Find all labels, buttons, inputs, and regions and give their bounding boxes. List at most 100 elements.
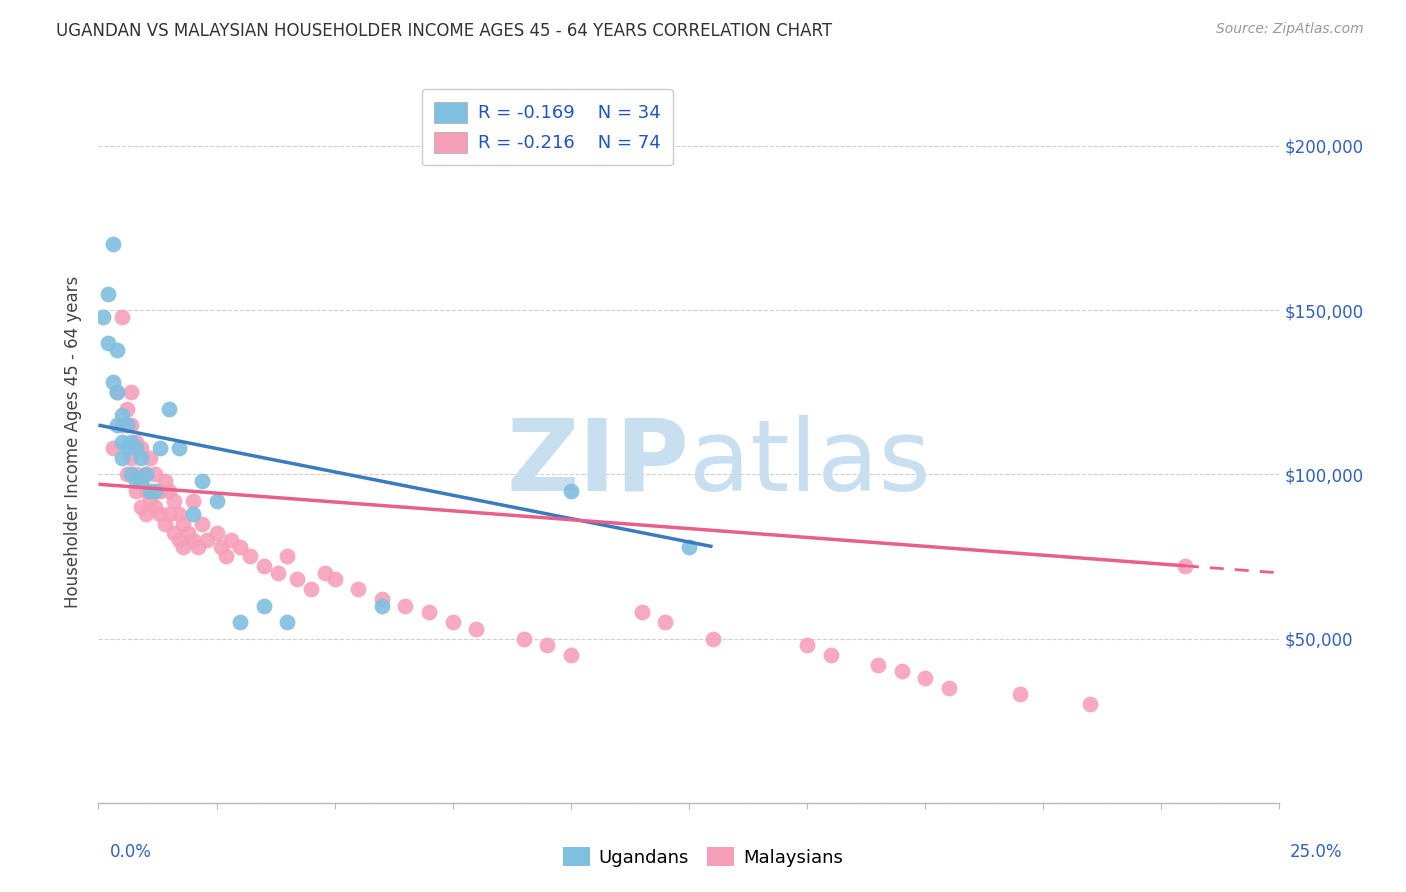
Point — [115, 401, 138, 416]
Point — [97, 336, 120, 351]
Point — [149, 483, 172, 498]
Point — [153, 474, 176, 488]
Point — [139, 493, 162, 508]
Point — [678, 540, 700, 554]
Y-axis label: Householder Income Ages 45 - 64 years: Householder Income Ages 45 - 64 years — [65, 276, 83, 607]
Point — [129, 450, 152, 465]
Point — [172, 516, 194, 531]
Point — [115, 467, 138, 482]
Point — [135, 467, 157, 482]
Point — [177, 526, 200, 541]
Point — [1080, 698, 1102, 712]
Point — [129, 500, 152, 515]
Point — [181, 507, 204, 521]
Point — [135, 483, 157, 498]
Point — [105, 385, 128, 400]
Point — [560, 648, 582, 662]
Point — [866, 657, 889, 672]
Point — [143, 500, 166, 515]
Point — [111, 434, 134, 449]
Point — [149, 441, 172, 455]
Point — [229, 540, 252, 554]
Point — [314, 566, 336, 580]
Point — [371, 592, 394, 607]
Point — [702, 632, 724, 646]
Point — [121, 467, 143, 482]
Point — [121, 450, 143, 465]
Point — [157, 507, 180, 521]
Text: atlas: atlas — [689, 415, 931, 512]
Point — [111, 418, 134, 433]
Point — [111, 450, 134, 465]
Point — [153, 516, 176, 531]
Point — [139, 483, 162, 498]
Point — [121, 434, 143, 449]
Point — [914, 671, 936, 685]
Point — [157, 401, 180, 416]
Point — [536, 638, 558, 652]
Point — [167, 441, 190, 455]
Point — [105, 418, 128, 433]
Text: UGANDAN VS MALAYSIAN HOUSEHOLDER INCOME AGES 45 - 64 YEARS CORRELATION CHART: UGANDAN VS MALAYSIAN HOUSEHOLDER INCOME … — [56, 22, 832, 40]
Point — [347, 582, 370, 597]
Text: 0.0%: 0.0% — [110, 843, 152, 861]
Point — [187, 540, 209, 554]
Point — [105, 385, 128, 400]
Point — [205, 526, 228, 541]
Point — [167, 533, 190, 547]
Point — [630, 605, 652, 619]
Point — [143, 467, 166, 482]
Point — [157, 483, 180, 498]
Point — [394, 599, 416, 613]
Point — [560, 483, 582, 498]
Point — [172, 540, 194, 554]
Legend: Ugandans, Malaysians: Ugandans, Malaysians — [555, 840, 851, 874]
Point — [101, 237, 124, 252]
Text: 25.0%: 25.0% — [1291, 843, 1343, 861]
Point — [219, 533, 242, 547]
Text: ZIP: ZIP — [506, 415, 689, 512]
Point — [167, 507, 190, 521]
Point — [654, 615, 676, 630]
Point — [121, 385, 143, 400]
Point — [371, 599, 394, 613]
Point — [229, 615, 252, 630]
Point — [129, 474, 152, 488]
Point — [205, 493, 228, 508]
Point — [323, 573, 346, 587]
Point — [129, 441, 152, 455]
Point — [101, 376, 124, 390]
Point — [139, 450, 162, 465]
Point — [163, 493, 186, 508]
Point — [191, 474, 214, 488]
Point — [121, 418, 143, 433]
Point — [285, 573, 308, 587]
Point — [1174, 559, 1197, 574]
Point — [276, 549, 298, 564]
Point — [129, 474, 152, 488]
Point — [125, 467, 148, 482]
Point — [105, 343, 128, 357]
Point — [181, 533, 204, 547]
Point — [191, 516, 214, 531]
Point — [101, 441, 124, 455]
Point — [125, 474, 148, 488]
Point — [418, 605, 440, 619]
Point — [267, 566, 290, 580]
Point — [195, 533, 218, 547]
Point — [1008, 687, 1031, 701]
Point — [181, 493, 204, 508]
Point — [239, 549, 262, 564]
Point — [97, 286, 120, 301]
Point — [253, 599, 276, 613]
Point — [938, 681, 960, 695]
Point — [91, 310, 114, 324]
Point — [276, 615, 298, 630]
Point — [512, 632, 534, 646]
Point — [135, 507, 157, 521]
Point — [149, 507, 172, 521]
Point — [253, 559, 276, 574]
Point — [125, 441, 148, 455]
Point — [820, 648, 842, 662]
Point — [209, 540, 232, 554]
